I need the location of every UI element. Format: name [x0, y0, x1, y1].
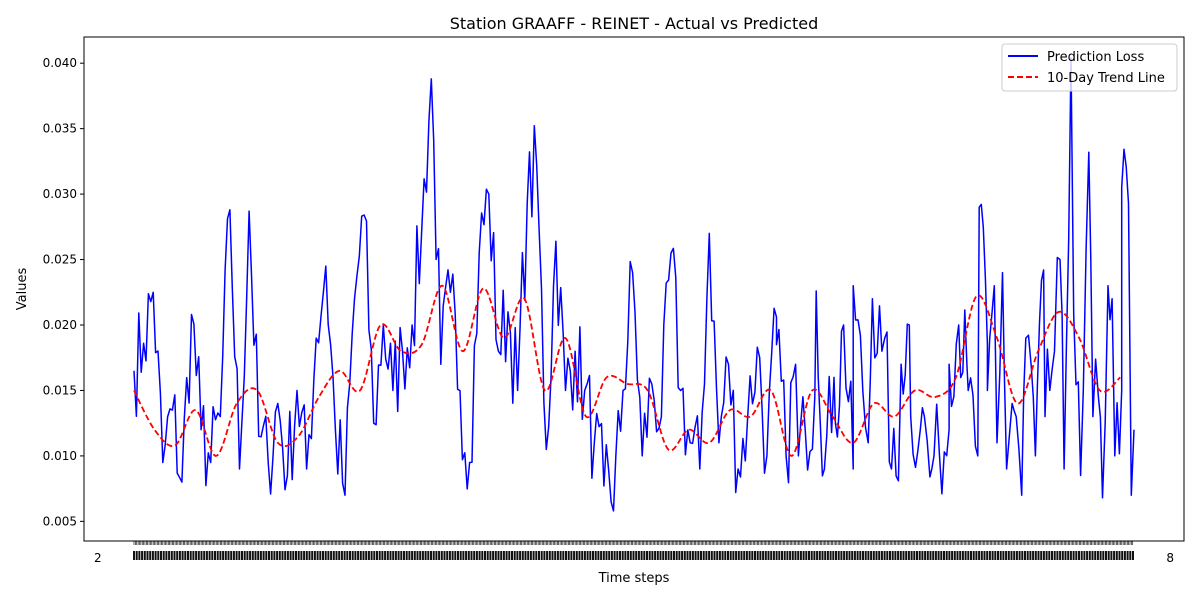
legend: Prediction Loss 10-Day Trend Line — [1001, 43, 1178, 92]
chart-title: Station GRAAFF - REINET - Actual vs Pred… — [450, 14, 818, 33]
plot-frame — [83, 36, 1185, 542]
legend-box — [1001, 43, 1178, 92]
x-tick-label-right: 8 — [1166, 551, 1174, 565]
legend-label-trend-line: 10-Day Trend Line — [1047, 71, 1165, 86]
y-axis-label: Values — [15, 268, 30, 311]
x-tick-label-left: 2 — [94, 551, 102, 565]
legend-label-prediction-loss: Prediction Loss — [1047, 50, 1144, 65]
x-axis-ticks — [133, 541, 1134, 560]
series-layer — [133, 57, 1135, 512]
y-tick-label: 0.040 — [43, 56, 77, 70]
y-tick-label: 0.020 — [43, 318, 77, 332]
series-line-trend — [133, 284, 1121, 457]
y-tick-label: 0.015 — [43, 383, 77, 397]
y-axis-ticks: 0.005 0.010 0.015 0.020 0.025 0.030 0.035 0.040 — [43, 56, 84, 528]
x-tick-label-band — [133, 551, 1134, 560]
y-tick-label: 0.025 — [43, 253, 77, 267]
y-tick-label: 0.005 — [43, 514, 77, 528]
x-axis-label: Time steps — [598, 571, 670, 586]
y-tick-label: 0.035 — [43, 122, 77, 136]
y-tick-label: 0.010 — [43, 449, 77, 463]
x-tick-marks — [133, 541, 1134, 545]
y-tick-label: 0.030 — [43, 187, 77, 201]
